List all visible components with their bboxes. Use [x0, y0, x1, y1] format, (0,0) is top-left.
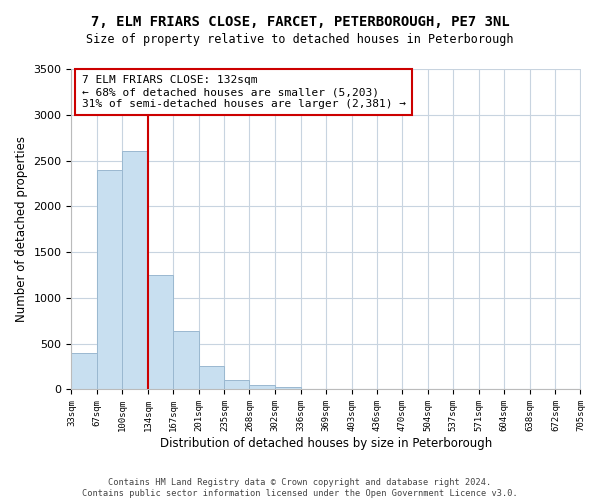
Bar	[148, 275, 173, 390]
Bar	[275, 386, 301, 390]
Bar	[122, 152, 148, 390]
Text: 7 ELM FRIARS CLOSE: 132sqm
← 68% of detached houses are smaller (5,203)
31% of s: 7 ELM FRIARS CLOSE: 132sqm ← 68% of deta…	[82, 76, 406, 108]
Bar	[199, 366, 224, 390]
Text: Contains HM Land Registry data © Crown copyright and database right 2024.
Contai: Contains HM Land Registry data © Crown c…	[82, 478, 518, 498]
Bar	[224, 380, 250, 390]
Y-axis label: Number of detached properties: Number of detached properties	[15, 136, 28, 322]
Text: Size of property relative to detached houses in Peterborough: Size of property relative to detached ho…	[86, 32, 514, 46]
Bar	[97, 170, 122, 390]
X-axis label: Distribution of detached houses by size in Peterborough: Distribution of detached houses by size …	[160, 437, 492, 450]
Text: 7, ELM FRIARS CLOSE, FARCET, PETERBOROUGH, PE7 3NL: 7, ELM FRIARS CLOSE, FARCET, PETERBOROUG…	[91, 15, 509, 29]
Bar	[173, 331, 199, 390]
Bar	[250, 385, 275, 390]
Bar	[71, 353, 97, 390]
